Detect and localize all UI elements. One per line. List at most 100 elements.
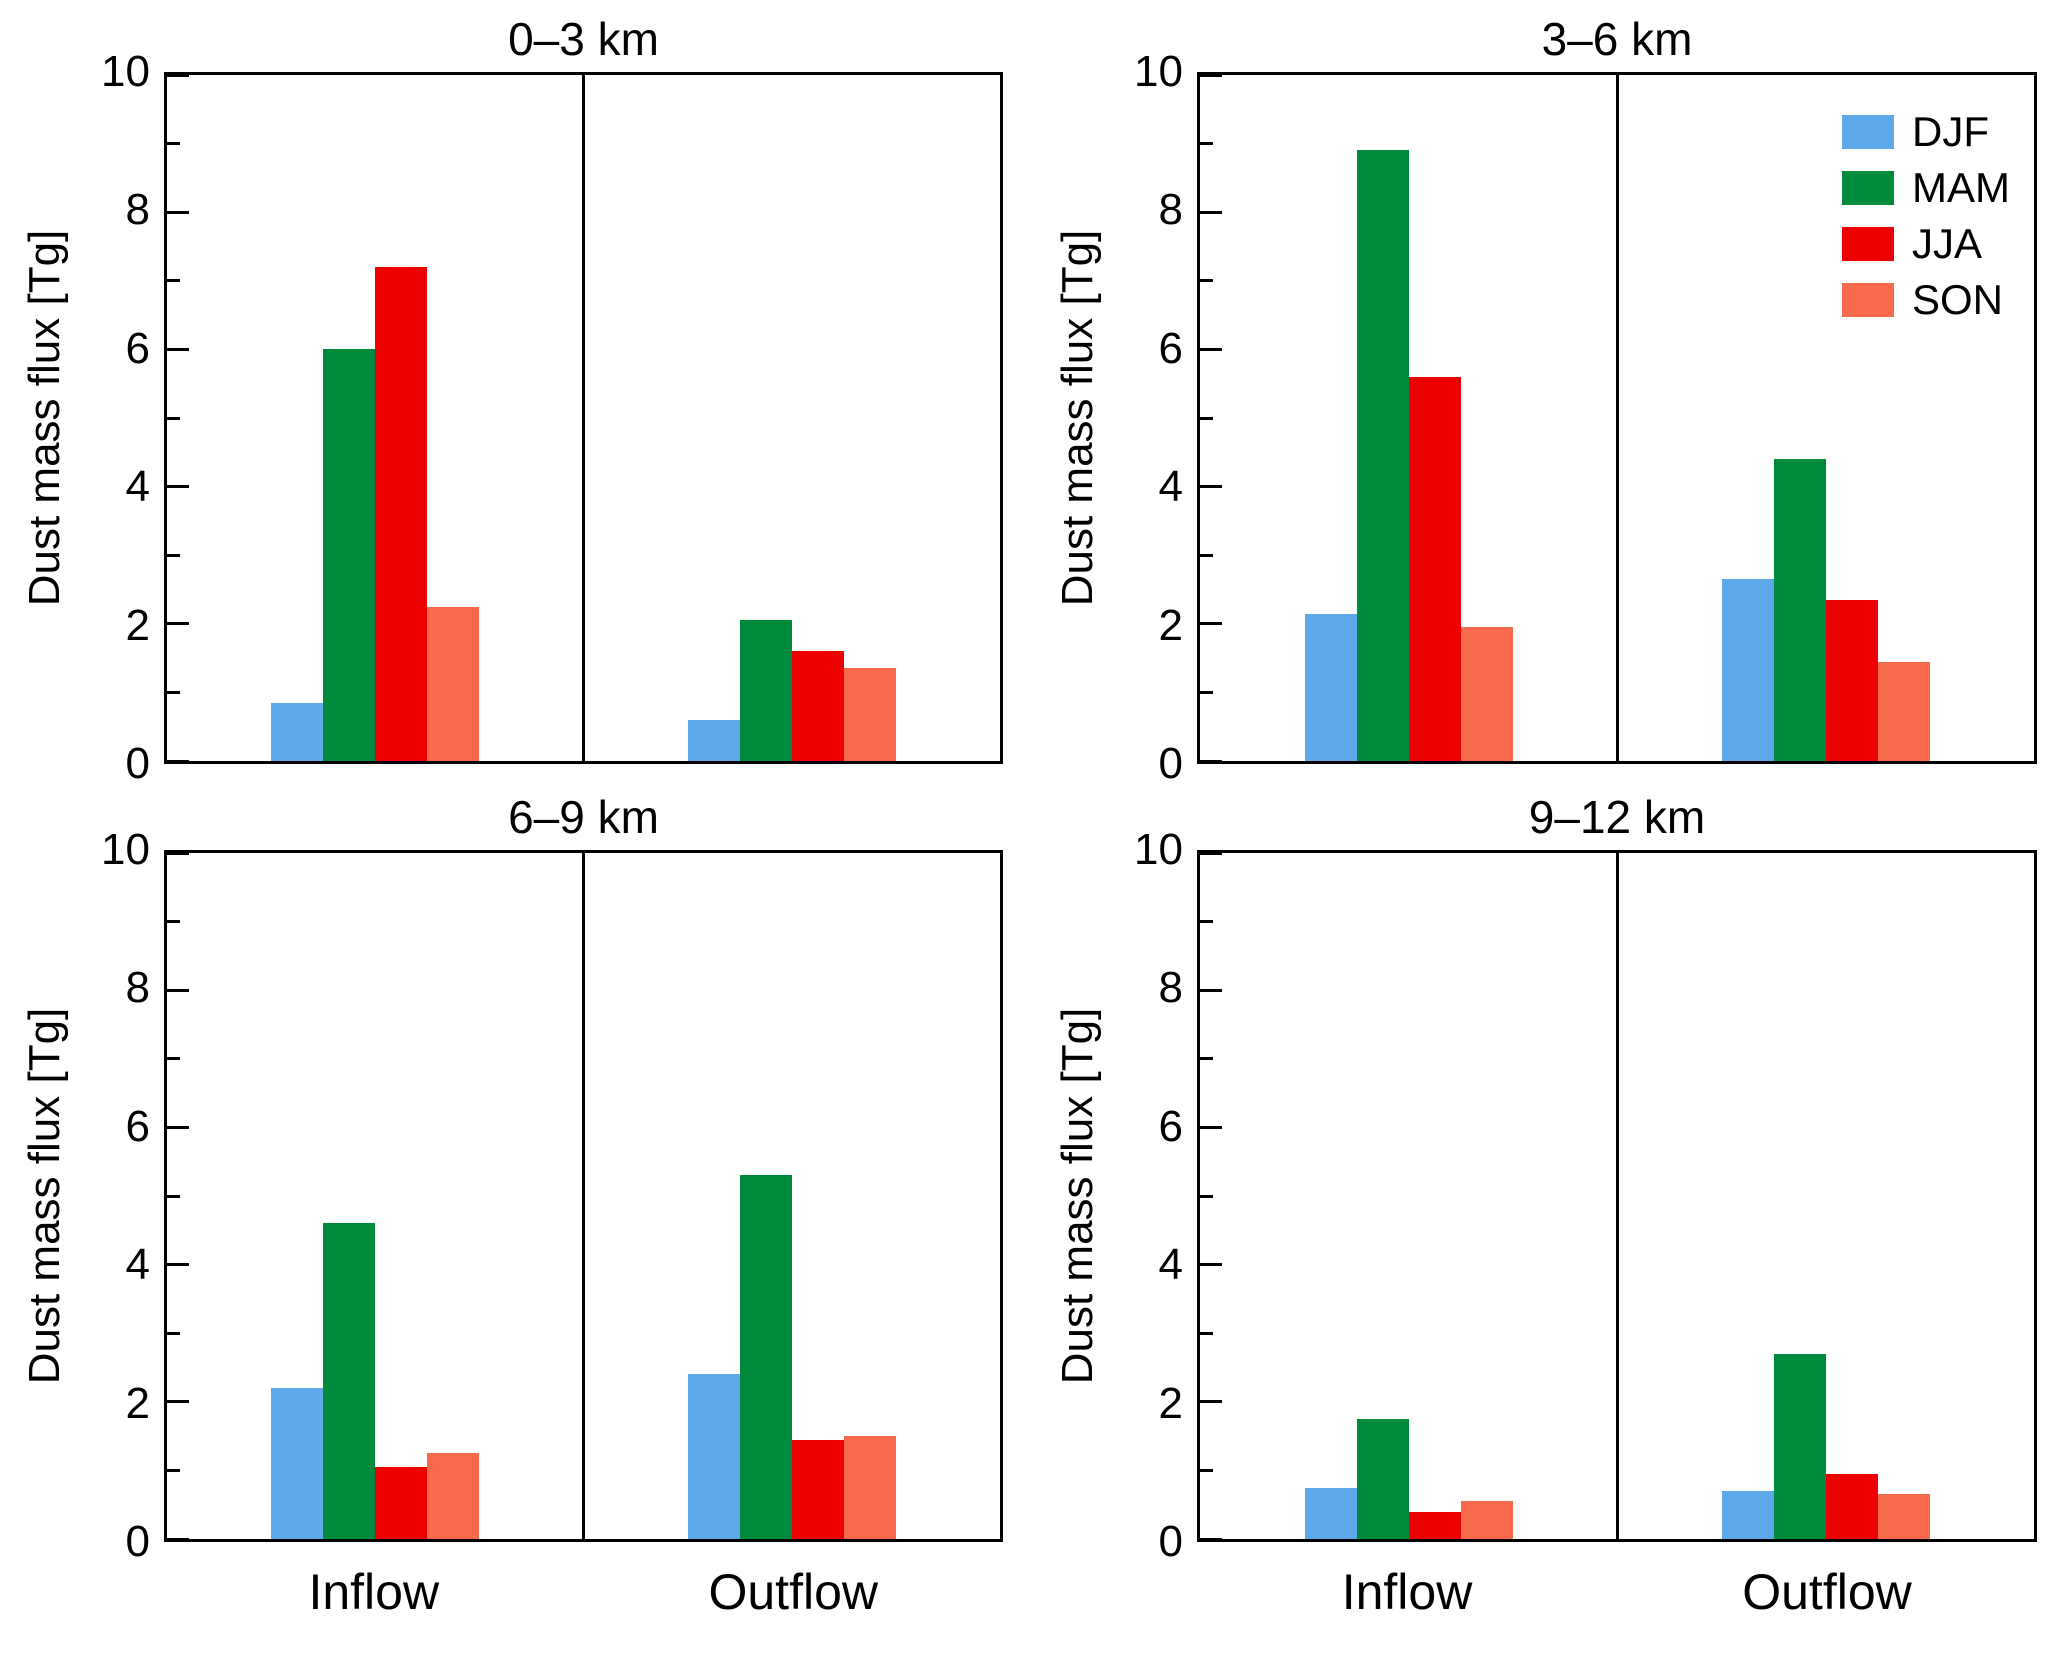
legend-swatch-mam (1842, 171, 1894, 205)
bar-jja-inflow (1408, 1511, 1461, 1539)
legend-item-son: SON (1842, 279, 2010, 321)
bar-mam-outflow (739, 1175, 792, 1539)
y-tick-label: 0 (125, 1517, 150, 1566)
bar-group-inflow (167, 75, 584, 761)
bar-djf-outflow (687, 719, 740, 761)
y-tick-label: 4 (125, 462, 150, 512)
panel-9-12-km: 9–12 km Dust mass flux [Tg] 0 2 4 6 8 10 Infl… (1033, 778, 2067, 1661)
y-tick-label: 4 (125, 1240, 150, 1290)
y-major-tick (167, 73, 189, 77)
y-major-tick (1200, 1125, 1222, 1129)
bar-djf-inflow (1304, 1487, 1357, 1539)
y-tick-label: 10 (1134, 825, 1183, 874)
y-major-tick (167, 1125, 189, 1129)
bar-djf-inflow (1304, 613, 1357, 761)
legend-swatch-jja (1842, 227, 1894, 261)
bar-djf-inflow (271, 702, 324, 761)
y-major-tick (1200, 485, 1222, 489)
y-major-tick (1200, 347, 1222, 351)
y-minor-tick (167, 1331, 180, 1335)
y-major-tick (1200, 210, 1222, 214)
bar-jja-inflow (375, 267, 428, 761)
y-tick-label: 0 (1158, 739, 1183, 788)
y-major-tick (1200, 1537, 1222, 1541)
bar-group-outflow (1617, 853, 2034, 1539)
y-axis-ticks: 0 2 4 6 8 10 (76, 828, 164, 1564)
y-minor-tick (1200, 1331, 1213, 1335)
y-major-tick (1200, 622, 1222, 626)
y-tick-label: 2 (1158, 1378, 1183, 1428)
panel-title: 3–6 km (1541, 13, 1693, 65)
y-minor-tick (1200, 416, 1213, 420)
bar-mam-outflow (1773, 1353, 1826, 1539)
legend-label: JJA (1912, 220, 1983, 267)
y-tick-label: 8 (125, 185, 150, 235)
y-axis-label: Dust mass flux [Tg] (20, 1007, 69, 1385)
bar-group-inflow (1200, 75, 1617, 761)
panel-title: 0–3 km (508, 13, 659, 65)
bar-mam-outflow (739, 620, 792, 761)
y-axis-label: Dust mass flux [Tg] (1053, 229, 1102, 607)
y-tick-label: 2 (125, 600, 150, 650)
y-tick-label: 10 (101, 47, 150, 96)
y-tick-label: 0 (125, 739, 150, 788)
y-axis-label: Dust mass flux [Tg] (1053, 1007, 1102, 1385)
panel-0-3-km: 0–3 km Dust mass flux [Tg] 0 2 4 6 8 10 (0, 0, 1033, 786)
bar-son-outflow (1877, 1494, 1930, 1539)
y-tick-label: 6 (1158, 323, 1183, 373)
y-minor-tick (167, 279, 180, 283)
bar-djf-outflow (687, 1374, 740, 1539)
x-axis-label-inflow: Inflow (308, 1564, 440, 1620)
panel-6-9-km: 6–9 km Dust mass flux [Tg] 0 2 4 6 8 10 Inflo… (0, 778, 1033, 1661)
bar-djf-outflow (1721, 1490, 1774, 1539)
y-minor-tick (167, 142, 180, 146)
bar-mam-inflow (323, 1223, 376, 1539)
y-tick-label: 6 (125, 323, 150, 373)
y-major-tick (1200, 759, 1222, 763)
bar-son-inflow (427, 606, 480, 761)
y-tick-label: 2 (1158, 600, 1183, 650)
y-major-tick (167, 347, 189, 351)
y-minor-tick (167, 690, 180, 694)
y-minor-tick (1200, 279, 1213, 283)
bar-mam-outflow (1773, 459, 1826, 761)
y-major-tick (167, 210, 189, 214)
y-tick-label: 4 (1158, 1240, 1183, 1290)
legend-label: SON (1912, 276, 2004, 323)
y-axis-label: Dust mass flux [Tg] (20, 229, 69, 607)
legend-label: MAM (1912, 164, 2010, 211)
y-major-tick (167, 622, 189, 626)
bar-son-inflow (1460, 1501, 1513, 1539)
y-major-tick (167, 1537, 189, 1541)
y-tick-label: 6 (1158, 1101, 1183, 1151)
y-major-tick (167, 1263, 189, 1267)
y-minor-tick (1200, 690, 1213, 694)
y-major-tick (167, 759, 189, 763)
legend-item-djf: DJF (1842, 111, 2010, 153)
y-axis-ticks: 0 2 4 6 8 10 (1109, 828, 1197, 1564)
bar-jja-inflow (375, 1466, 428, 1539)
y-tick-label: 10 (101, 825, 150, 874)
y-minor-tick (1200, 920, 1213, 924)
y-minor-tick (1200, 553, 1213, 557)
bar-mam-inflow (1356, 1418, 1409, 1539)
y-minor-tick (1200, 1057, 1213, 1061)
y-minor-tick (167, 553, 180, 557)
y-minor-tick (1200, 1194, 1213, 1198)
bar-group-inflow (167, 853, 584, 1539)
inflow-outflow-divider (582, 75, 585, 761)
y-major-tick (167, 485, 189, 489)
legend-swatch-son (1842, 283, 1894, 317)
inflow-outflow-divider (1615, 75, 1619, 761)
bar-jja-outflow (1825, 1473, 1878, 1539)
legend-item-mam: MAM (1842, 167, 2010, 209)
legend-item-jja: JJA (1842, 223, 2010, 265)
y-major-tick (1200, 1263, 1222, 1267)
plot-area (164, 850, 1003, 1542)
y-minor-tick (167, 1194, 180, 1198)
y-axis-ticks: 0 2 4 6 8 10 (1109, 50, 1197, 786)
plot-area (164, 72, 1003, 764)
x-axis-label-outflow: Outflow (1742, 1564, 1912, 1620)
bar-son-outflow (843, 1436, 896, 1539)
